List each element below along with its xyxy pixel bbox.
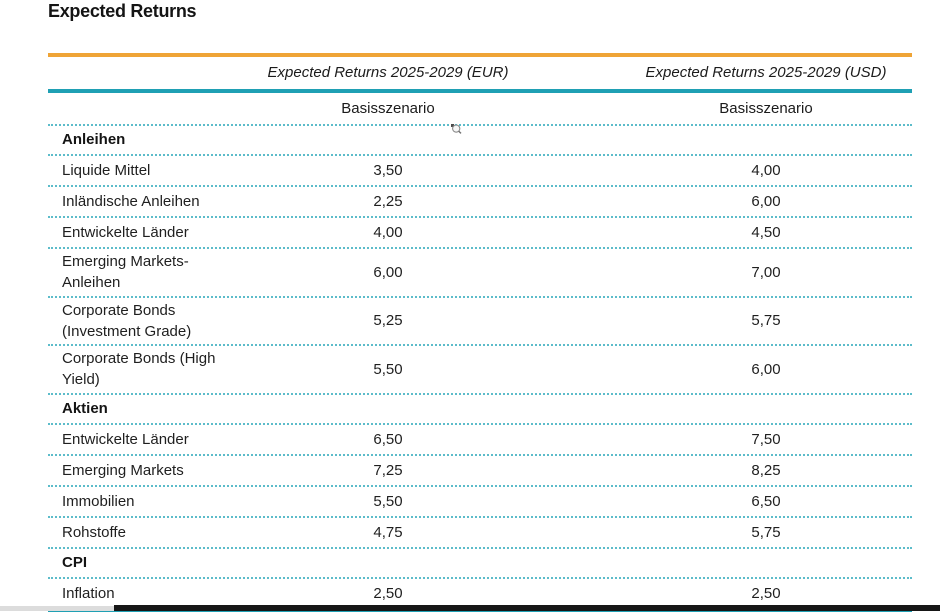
table-subheader-row: Basisszenario Basisszenario [48, 93, 912, 126]
table-body: Anleihen Liquide Mittel 3,50 4,00 Inländisch… [48, 126, 912, 612]
table-row-rohstoffe: Rohstoffe 4,75 5,75 [48, 518, 912, 549]
value-usd: 6,00 [751, 192, 781, 210]
row-label: Inländische Anleihen [62, 192, 200, 210]
underlying-window-edge-black [114, 605, 940, 611]
page-title: Expected Returns [48, 1, 197, 21]
section-label: Anleihen [62, 131, 126, 149]
table-row-emerging-markets: Emerging Markets 7,25 8,25 [48, 456, 912, 487]
table-row-immobilien: Immobilien 5,50 6,50 [48, 487, 912, 518]
value-eur: 5,50 [373, 492, 403, 510]
row-label: Rohstoffe [62, 523, 126, 541]
value-eur: 2,50 [373, 584, 403, 602]
subheader-eur: Basisszenario [341, 99, 435, 117]
section-empty-usd [532, 138, 912, 142]
value-eur: 3,50 [373, 161, 403, 179]
value-usd: 5,75 [751, 523, 781, 541]
row-label: Emerging Markets [62, 461, 184, 479]
value-usd: 8,25 [751, 461, 781, 479]
section-header-cpi: CPI [48, 549, 912, 579]
value-usd: 4,50 [751, 223, 781, 241]
underlying-window-edge-gray [0, 606, 120, 611]
section-label: Aktien [62, 400, 108, 418]
expected-returns-table: Expected Returns 2025-2029 (EUR) Expecte… [48, 53, 912, 612]
value-usd: 4,00 [751, 161, 781, 179]
row-label: Entwickelte Länder [62, 223, 189, 241]
value-usd: 2,50 [751, 584, 781, 602]
table-row-entwickelte-l-nder: Entwickelte Länder 6,50 7,50 [48, 425, 912, 456]
row-label: Corporate Bonds (High Yield) [62, 350, 216, 389]
section-header-anleihen: Anleihen [48, 126, 912, 156]
row-label: Inflation [62, 584, 115, 602]
row-label: Liquide Mittel [62, 161, 151, 179]
col-header-eur: Expected Returns 2025-2029 (EUR) [267, 64, 509, 82]
value-eur: 6,50 [373, 430, 403, 448]
value-usd: 7,00 [751, 263, 781, 281]
value-usd: 6,00 [751, 360, 781, 378]
table-header-row: Expected Returns 2025-2029 (EUR) Expecte… [48, 53, 912, 93]
table-row-corporate-bonds-high-yield: Corporate Bonds (High Yield) 5,50 6,00 [48, 346, 912, 395]
value-eur: 2,25 [373, 192, 403, 210]
table-row-emerging-markets-anleihen: Emerging Markets-Anleihen 6,00 7,00 [48, 249, 912, 298]
row-label: Emerging Markets-Anleihen [62, 253, 189, 292]
section-empty-usd [532, 407, 912, 411]
value-usd: 5,75 [751, 312, 781, 330]
value-eur: 4,75 [373, 523, 403, 541]
section-empty-usd [532, 561, 912, 565]
table-row-entwickelte-l-nder: Entwickelte Länder 4,00 4,50 [48, 218, 912, 249]
value-eur: 4,00 [373, 223, 403, 241]
section-empty-eur [232, 138, 532, 142]
value-eur: 5,50 [373, 360, 403, 378]
header-spacer-cell [48, 71, 232, 75]
row-label: Entwickelte Länder [62, 430, 189, 448]
section-header-aktien: Aktien [48, 395, 912, 425]
subheader-usd: Basisszenario [719, 99, 813, 117]
value-eur: 7,25 [373, 461, 403, 479]
col-header-usd: Expected Returns 2025-2029 (USD) [645, 64, 887, 82]
value-eur: 6,00 [373, 263, 403, 281]
value-usd: 6,50 [751, 492, 781, 510]
value-eur: 5,25 [373, 312, 403, 330]
value-usd: 7,50 [751, 430, 781, 448]
section-empty-eur [232, 561, 532, 565]
row-label: Corporate Bonds (Investment Grade) [62, 301, 192, 340]
table-row-inl-ndische-anleihen: Inländische Anleihen 2,25 6,00 [48, 187, 912, 218]
subheader-spacer-cell [48, 107, 232, 111]
table-row-liquide-mittel: Liquide Mittel 3,50 4,00 [48, 156, 912, 187]
row-label: Immobilien [62, 492, 135, 510]
section-empty-eur [232, 407, 532, 411]
table-row-corporate-bonds-investment-grade: Corporate Bonds (Investment Grade) 5,25 5,… [48, 298, 912, 347]
section-label: CPI [62, 554, 88, 572]
zoom-cursor-icon [451, 124, 462, 134]
